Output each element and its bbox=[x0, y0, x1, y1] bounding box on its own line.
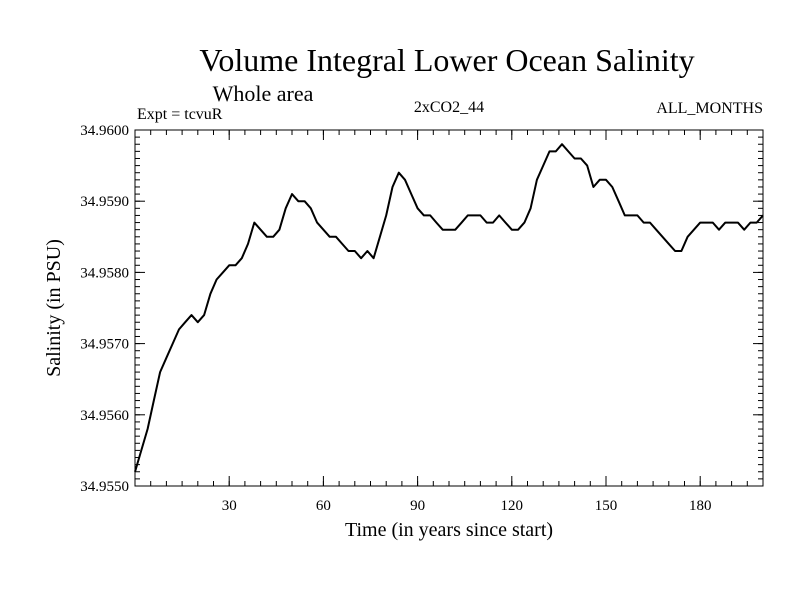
x-tick-label: 150 bbox=[595, 498, 618, 514]
x-axis-ticks: 30 60 90 120 150 180 bbox=[222, 130, 712, 514]
experiment-label: Expt = tcvuR bbox=[137, 106, 223, 123]
y-axis-label: Salinity (in PSU) bbox=[43, 239, 65, 377]
y-tick-label: 34.9580 bbox=[80, 265, 129, 281]
chart-subtitle: Whole area bbox=[213, 81, 314, 106]
chart-title: Volume Integral Lower Ocean Salinity bbox=[199, 42, 694, 78]
y-axis-ticks: 34.9550 34.9560 34.9570 34.9580 34.9590 34.96… bbox=[80, 123, 763, 495]
months-label: ALL_MONTHS bbox=[656, 100, 763, 117]
x-tick-label: 120 bbox=[501, 498, 524, 514]
x-tick-label: 60 bbox=[316, 498, 331, 514]
scenario-label: 2xCO2_44 bbox=[414, 99, 484, 116]
x-tick-label: 30 bbox=[222, 498, 237, 514]
x-tick-label: 90 bbox=[410, 498, 425, 514]
y-tick-label: 34.9570 bbox=[80, 337, 129, 353]
y-tick-label: 34.9590 bbox=[80, 194, 129, 210]
y-tick-label: 34.9550 bbox=[80, 479, 129, 495]
x-tick-label: 180 bbox=[689, 498, 712, 514]
y-tick-label: 34.9600 bbox=[80, 123, 129, 139]
x-axis-label: Time (in years since start) bbox=[345, 519, 553, 541]
minor-ticks bbox=[135, 130, 763, 486]
salinity-series-line bbox=[134, 143, 764, 473]
plot-frame bbox=[134, 129, 764, 487]
y-tick-label: 34.9560 bbox=[80, 408, 129, 424]
